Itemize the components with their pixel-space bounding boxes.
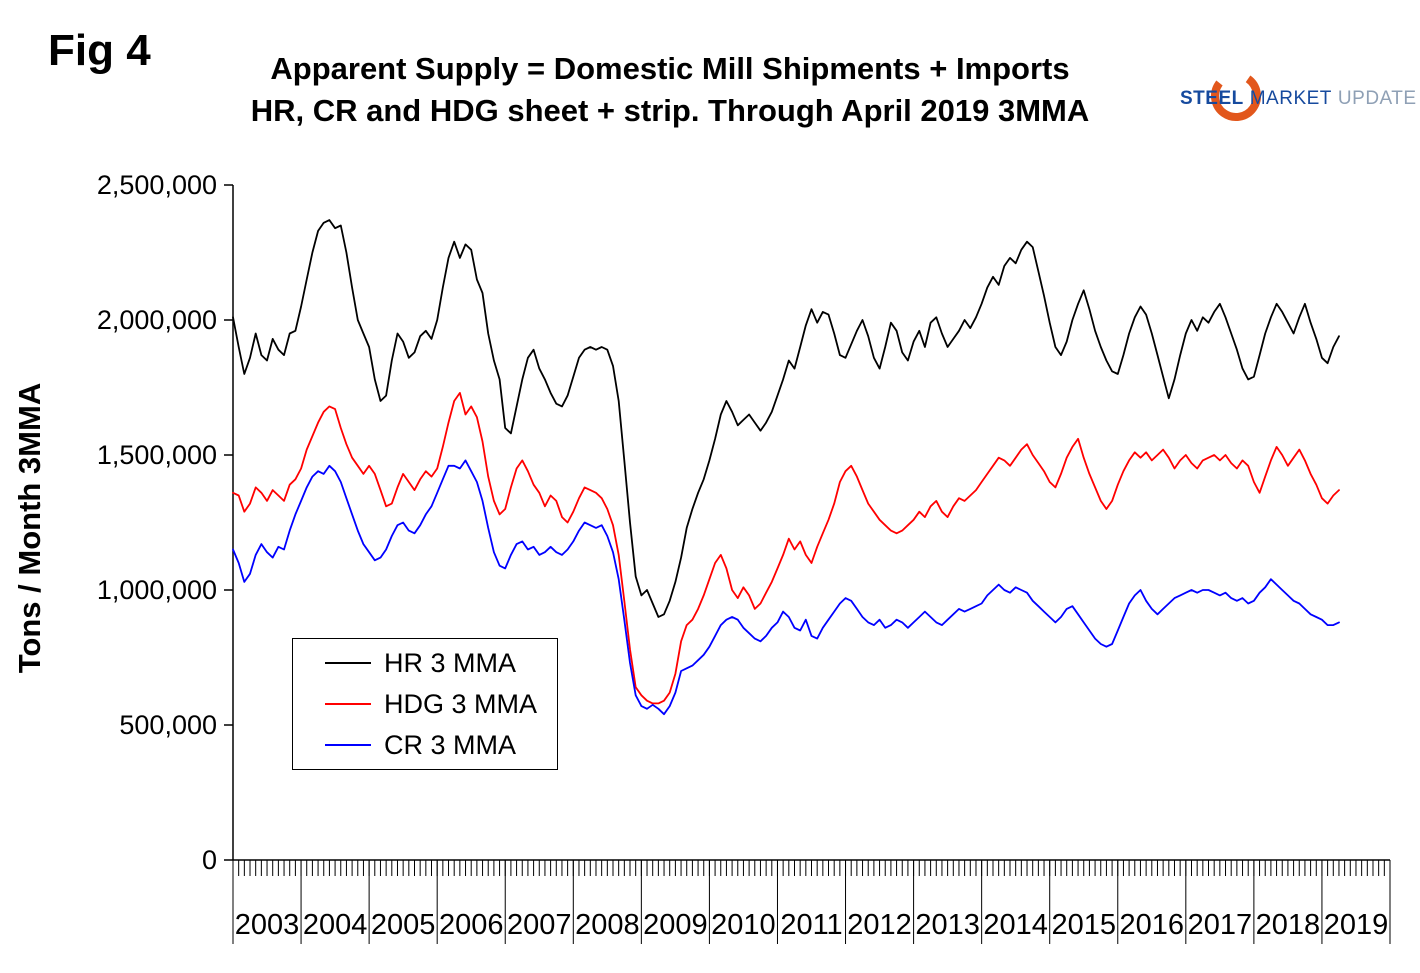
legend-item-cr: CR 3 MMA xyxy=(325,730,557,761)
y-axis-title: Tons / Month 3MMA xyxy=(12,383,47,673)
x-year-label: 2006 xyxy=(439,909,504,941)
logo-text: STEEL MARKET UPDATE xyxy=(1180,88,1417,110)
x-year-label: 2003 xyxy=(235,909,300,941)
y-tick-label: 0 xyxy=(202,845,217,875)
chart-title-line2: HR, CR and HDG sheet + strip. Through Ap… xyxy=(250,92,1090,128)
logo-swoosh-icon xyxy=(1211,71,1261,121)
x-year-label: 2009 xyxy=(643,909,708,941)
y-tick-label: 2,000,000 xyxy=(97,305,217,335)
x-year-label: 2017 xyxy=(1188,909,1253,941)
legend-item-hr: HR 3 MMA xyxy=(325,648,557,679)
x-year-label: 2014 xyxy=(983,909,1048,941)
legend-label-hdg: HDG 3 MMA xyxy=(384,688,538,719)
legend-box: HR 3 MMA HDG 3 MMA CR 3 MMA xyxy=(292,638,558,770)
chart-title-line1: Apparent Supply = Domestic Mill Shipment… xyxy=(270,51,1070,86)
x-year-label: 2013 xyxy=(915,909,980,941)
x-year-label: 2019 xyxy=(1324,909,1389,941)
x-year-label: 2015 xyxy=(1051,909,1116,941)
plot-area: 0 500,000 1,000,000 1,500,000 2,000,000 2,500… xyxy=(97,170,1391,944)
legend-line-sample-cr xyxy=(325,744,371,746)
legend-line-sample-hdg xyxy=(325,703,371,705)
legend-line-sample-hr xyxy=(325,662,371,664)
y-tick-label: 2,500,000 xyxy=(97,170,217,200)
series-line-hr xyxy=(232,219,1340,618)
x-year-label: 2005 xyxy=(371,909,436,941)
x-year-label: 2018 xyxy=(1256,909,1321,941)
y-tick-label: 1,000,000 xyxy=(97,575,217,605)
series-line-hdg xyxy=(232,391,1340,705)
y-tick-label: 1,500,000 xyxy=(97,440,217,470)
logo-text-update: UPDATE xyxy=(1337,88,1417,109)
chart-title: Apparent Supply = Domestic Mill Shipment… xyxy=(150,48,1190,132)
legend-item-hdg: HDG 3 MMA xyxy=(325,689,557,720)
smu-logo: STEEL MARKET UPDATE xyxy=(1180,71,1416,128)
series-line-cr xyxy=(232,459,1340,716)
x-year-label: 2007 xyxy=(507,909,572,941)
y-tick-label: 500,000 xyxy=(119,710,217,740)
logo-text-steel: STEEL xyxy=(1180,88,1244,109)
figure-label: Fig 4 xyxy=(48,26,151,75)
x-year-label: 2016 xyxy=(1120,909,1185,941)
x-year-label: 2010 xyxy=(711,909,776,941)
x-year-label: 2011 xyxy=(780,909,842,941)
x-year-label: 2012 xyxy=(847,909,912,941)
x-year-label: 2008 xyxy=(575,909,640,941)
x-year-label: 2004 xyxy=(303,909,368,941)
legend-label-cr: CR 3 MMA xyxy=(384,729,517,760)
logo-text-market: MARKET xyxy=(1249,88,1332,109)
legend-label-hr: HR 3 MMA xyxy=(384,647,517,678)
